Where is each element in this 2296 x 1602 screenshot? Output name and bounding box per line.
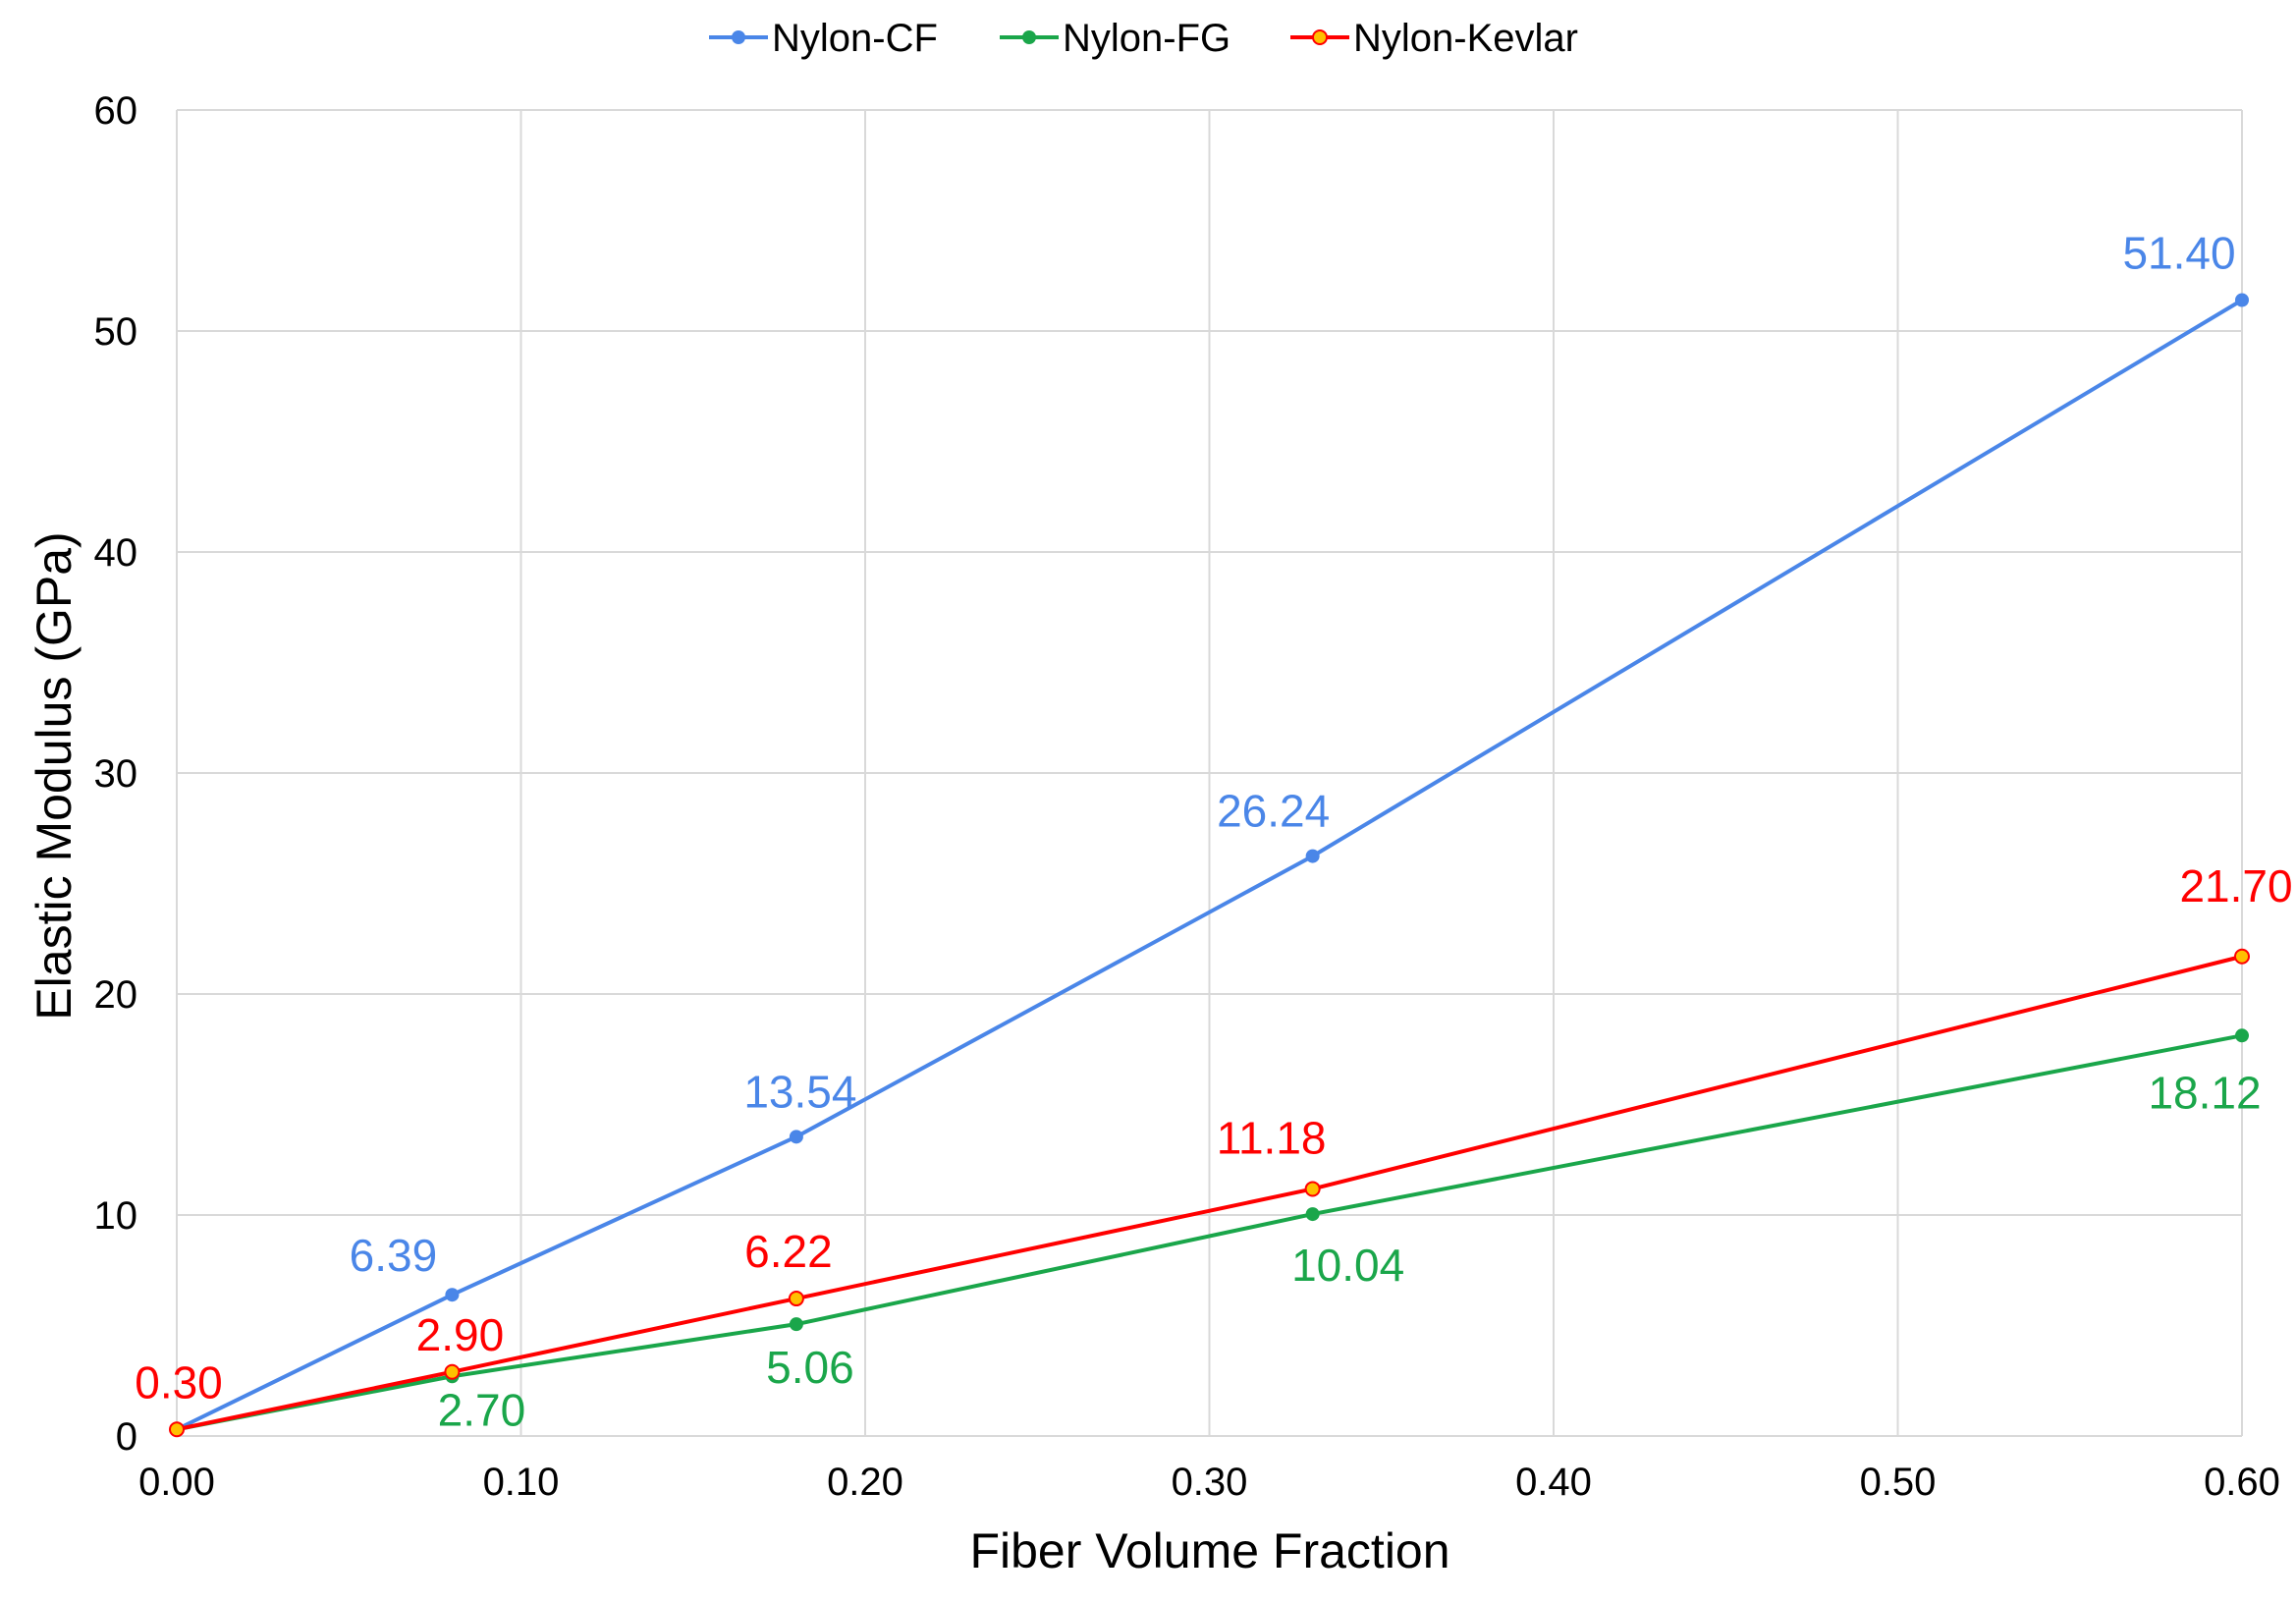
x-tick-label: 0.50 [1860,1461,1937,1504]
data-label: 2.70 [438,1384,526,1435]
x-tick-label: 0.00 [138,1461,215,1504]
data-label: 10.04 [1291,1240,1404,1291]
x-tick-label: 0.60 [2204,1461,2280,1504]
data-label: 51.40 [2122,228,2235,279]
data-label: 13.54 [743,1066,856,1117]
data-point [2235,1028,2249,1043]
grid [176,109,2243,1437]
y-tick-label: 50 [94,310,138,354]
x-tick-label: 0.20 [827,1461,903,1504]
y-tick-label: 40 [94,531,138,575]
legend-label: Nylon-FG [1063,17,1230,60]
y-tick-label: 10 [94,1194,138,1238]
legend-swatch-marker [1022,30,1036,44]
x-tick-label: 0.10 [483,1461,560,1504]
data-label: 18.12 [2148,1067,2261,1118]
x-tick-label: 0.30 [1172,1461,1248,1504]
series-layer [169,293,2250,1438]
legend-label: Nylon-CF [772,17,938,60]
data-point [445,1288,460,1302]
series-nylon-kevlar [169,948,2250,1438]
y-tick-label: 60 [94,89,138,133]
data-point [789,1130,803,1144]
y-axis-title: Elastic Modulus (GPa) [27,531,82,1020]
y-tick-label: 0 [116,1415,137,1459]
tick-labels: 0 10 20 30 40 50 60 0.00 0.10 0.20 0.30 0.40 0.50 0.6… [94,89,2280,1504]
data-point [789,1317,803,1332]
data-label: 26.24 [1217,786,1330,837]
legend: Nylon-CF Nylon-FG Nylon-Kevlar [709,17,1578,60]
legend-item: Nylon-CF [709,17,938,60]
data-label: 5.06 [766,1342,854,1393]
legend-swatch-marker [732,30,745,44]
x-axis-title: Fiber Volume Fraction [969,1523,1449,1578]
data-point [2235,293,2249,307]
data-label: 21.70 [2179,860,2292,911]
legend-label: Nylon-Kevlar [1353,17,1578,60]
data-point [2234,948,2250,965]
data-point [1305,849,1320,863]
data-point [1304,1181,1321,1197]
y-tick-label: 20 [94,973,138,1017]
x-tick-label: 0.40 [1515,1461,1592,1504]
data-point [788,1291,804,1307]
y-tick-label: 30 [94,752,138,796]
legend-swatch-marker [1312,29,1328,45]
data-point [1305,1207,1320,1222]
legend-item: Nylon-FG [1000,17,1230,60]
data-label: 6.39 [350,1230,438,1281]
data-label: 0.30 [135,1356,223,1408]
data-label: 6.22 [744,1226,833,1277]
data-point [169,1421,185,1438]
legend-item: Nylon-Kevlar [1290,17,1578,60]
data-labels: 6.39 13.54 26.24 51.40 2.70 5.06 10.04 18.12 0.3… [135,228,2292,1436]
data-label: 2.90 [416,1309,505,1360]
data-label: 11.18 [1217,1112,1327,1163]
data-point [444,1363,461,1380]
